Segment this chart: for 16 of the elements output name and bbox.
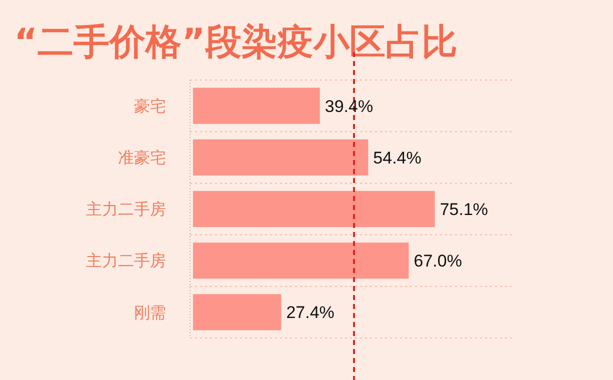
data-label: 39.4% xyxy=(324,96,374,116)
y-tick-label: 刚需 xyxy=(134,302,166,322)
chart-title: “二手价格”段染疫小区占比 xyxy=(14,22,458,63)
y-tick-label: 主力二手房 xyxy=(86,200,166,219)
y-tick-label: 主力二手房 xyxy=(86,251,166,270)
data-label: 27.4% xyxy=(286,303,334,322)
data-label: 75.1% xyxy=(440,200,488,219)
bar xyxy=(193,190,435,228)
data-label: 67.0% xyxy=(414,252,462,271)
data-label: 54.4% xyxy=(373,148,422,168)
bar xyxy=(193,242,409,279)
bar xyxy=(193,294,282,330)
y-tick-label: 豪宅 xyxy=(134,96,166,116)
bar xyxy=(193,139,368,176)
y-tick-label: 准豪宅 xyxy=(118,148,166,167)
bar xyxy=(193,88,320,124)
